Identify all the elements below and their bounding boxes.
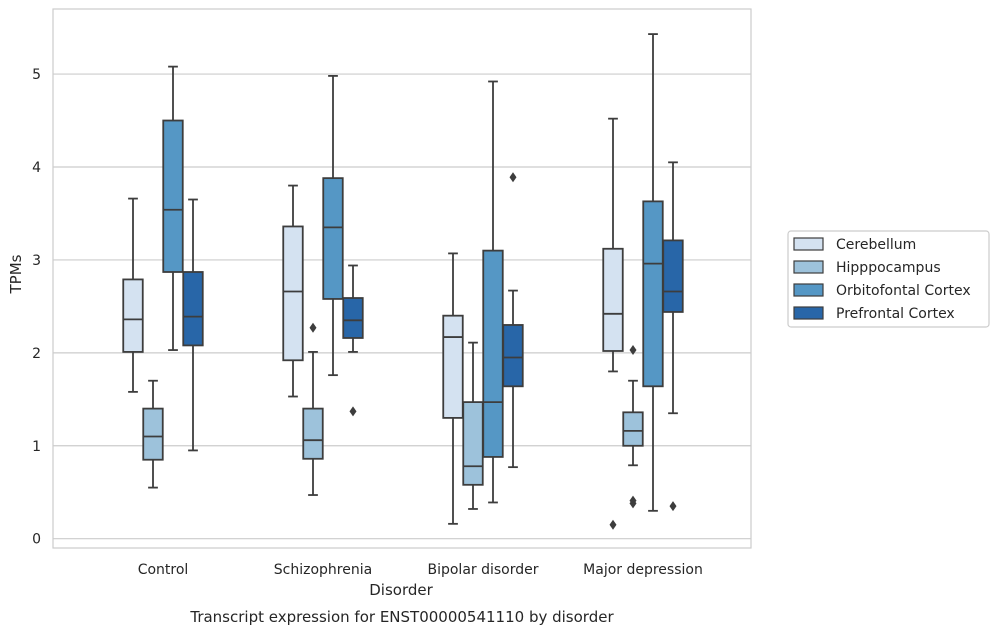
box-body xyxy=(122,278,144,353)
box-1-0 xyxy=(142,379,164,489)
box-1-3 xyxy=(622,345,644,509)
legend-label: Prefrontal Cortex xyxy=(836,306,955,322)
outlier-point xyxy=(509,172,517,183)
outlier-point xyxy=(609,519,617,530)
legend-label: Cerebellum xyxy=(836,237,916,253)
outlier-point xyxy=(669,501,677,512)
x-tick-label: Major depression xyxy=(583,562,703,578)
legend: Cerebellum Hipppocampus Orbitofontal Corte… xyxy=(787,230,990,328)
box-body xyxy=(282,225,304,362)
y-tick-label: 2 xyxy=(32,346,41,362)
legend-swatch xyxy=(793,283,824,297)
legend-swatch xyxy=(793,306,824,320)
box-0-1 xyxy=(282,184,304,398)
x-axis-ticks: Control Schizophrenia Bipolar disorder Majo… xyxy=(138,562,703,578)
box-0-3 xyxy=(602,117,624,530)
legend-swatch xyxy=(793,260,824,274)
box-body xyxy=(162,119,184,273)
legend-swatch xyxy=(793,237,824,251)
legend-label: Hipppocampus xyxy=(836,260,941,276)
box-body xyxy=(662,239,684,313)
box-body xyxy=(642,200,664,388)
legend-label: Orbitofontal Cortex xyxy=(836,283,971,299)
x-tick-label: Schizophrenia xyxy=(274,562,372,578)
box-3-0 xyxy=(182,198,204,452)
outlier-point xyxy=(309,322,317,333)
plot-frame xyxy=(52,8,752,549)
y-axis-label: TPMs xyxy=(7,254,25,294)
x-tick-label: Control xyxy=(138,562,189,578)
box-body xyxy=(602,247,624,352)
box-2-0 xyxy=(162,65,184,351)
box-body xyxy=(322,177,344,300)
y-tick-label: 5 xyxy=(32,67,41,83)
box-2-1 xyxy=(322,75,344,377)
y-tick-label: 1 xyxy=(32,439,41,455)
box-2-2 xyxy=(482,80,504,504)
x-axis-label: Disorder xyxy=(369,581,433,599)
box-3-3 xyxy=(662,161,684,512)
box-body xyxy=(342,297,364,339)
box-2-3 xyxy=(642,33,664,512)
box-body xyxy=(482,249,504,458)
y-tick-label: 4 xyxy=(32,160,41,176)
y-tick-label: 0 xyxy=(32,532,41,548)
outlier-point xyxy=(349,406,357,417)
box-body xyxy=(462,401,484,486)
x-tick-label: Bipolar disorder xyxy=(427,562,538,578)
box-1-2 xyxy=(462,341,484,510)
box-body xyxy=(442,314,464,419)
box-body xyxy=(502,324,524,388)
outlier-point xyxy=(629,498,637,509)
figure-caption: Transcript expression for ENST0000054111… xyxy=(189,608,614,626)
y-axis-ticks: 0 1 2 3 4 5 xyxy=(32,67,41,548)
box-body xyxy=(142,407,164,461)
box-1-1 xyxy=(302,322,324,496)
box-3-2 xyxy=(502,172,524,469)
plot-area xyxy=(122,33,684,530)
outlier-point xyxy=(629,345,637,356)
box-3-1 xyxy=(342,264,364,417)
box-body xyxy=(182,271,204,347)
box-0-2 xyxy=(442,252,464,525)
box-0-0 xyxy=(122,197,144,393)
y-tick-label: 3 xyxy=(32,253,41,269)
box-body xyxy=(622,411,644,447)
box-body xyxy=(302,407,324,460)
legend-frame xyxy=(787,230,990,328)
